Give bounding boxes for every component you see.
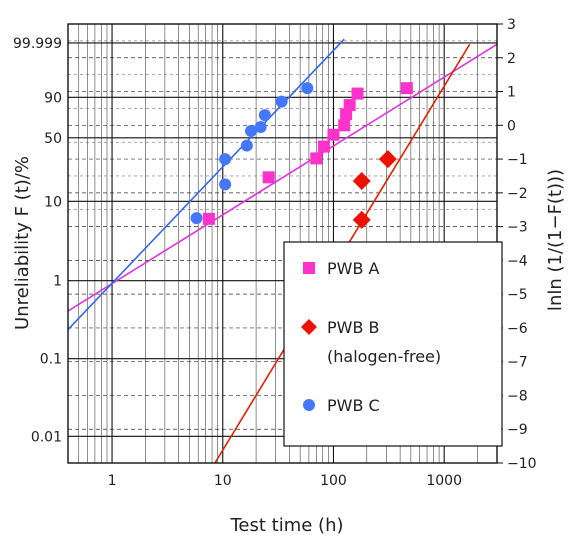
right-tick-label: −1 [507, 152, 528, 168]
left-tick-label: 50 [44, 131, 62, 147]
data-point-series-1 [352, 210, 371, 229]
right-tick-label: −5 [507, 287, 528, 303]
x-tick-label: 1000 [426, 473, 462, 489]
y-axis-title-right: lnln (1/(1−F(t))) [545, 169, 566, 311]
legend-label-pwb-b: PWB B [327, 318, 380, 337]
data-point-series-2 [219, 178, 232, 191]
data-point-series-2 [240, 139, 253, 152]
data-point-series-2 [275, 95, 288, 108]
y-axis-title-left: Unreliability F (t)/% [12, 156, 33, 330]
left-tick-label: 99.999 [13, 36, 62, 52]
x-tick-label: 100 [320, 473, 347, 489]
left-tick-label: 0.1 [40, 352, 62, 368]
data-points [190, 82, 413, 229]
data-point-series-0 [351, 87, 364, 100]
data-point-series-0 [338, 119, 351, 132]
data-point-series-0 [400, 82, 413, 95]
left-tick-label: 1 [53, 274, 62, 290]
right-tick-label: −3 [507, 220, 528, 236]
right-tick-label: 0 [507, 118, 516, 134]
data-point-series-1 [378, 150, 397, 169]
right-tick-labels: 3 2 1 0 −1 −2 −3 −4 −5 −6 −7 −8 −9 −10 [497, 17, 537, 472]
data-point-series-0 [262, 171, 275, 184]
data-point-series-1 [352, 172, 371, 191]
data-point-series-0 [310, 152, 323, 165]
data-point-series-2 [258, 109, 271, 122]
data-point-series-0 [202, 212, 215, 225]
data-point-series-2 [301, 82, 314, 95]
right-tick-label: −10 [507, 456, 537, 472]
fit-line-series-0 [67, 43, 498, 312]
x-tick-labels: 1 10 100 1000 [108, 473, 462, 489]
left-tick-label: 90 [44, 90, 62, 106]
data-point-series-2 [254, 120, 267, 133]
x-axis-title: Test time (h) [229, 515, 343, 536]
right-tick-label: −9 [507, 422, 528, 438]
data-point-series-0 [343, 99, 356, 112]
legend-box [283, 241, 503, 447]
fit-line-series-2 [67, 38, 345, 331]
legend-marker-pwb-b [301, 319, 317, 335]
data-point-series-0 [317, 140, 330, 153]
right-tick-label: −7 [507, 355, 528, 371]
right-tick-label: −8 [507, 388, 528, 404]
right-tick-label: −6 [507, 321, 528, 337]
legend-marker-pwb-c [303, 399, 315, 411]
right-tick-label: 2 [507, 51, 516, 67]
data-point-series-0 [340, 108, 353, 121]
data-point-series-2 [190, 212, 203, 225]
legend-label-pwb-a: PWB A [327, 259, 380, 278]
right-tick-label: 3 [507, 17, 516, 33]
data-point-series-2 [219, 153, 232, 166]
data-point-series-2 [245, 125, 258, 138]
x-tick-label: 1 [108, 473, 117, 489]
data-point-series-0 [327, 128, 340, 141]
left-tick-label: 0.01 [31, 429, 62, 445]
right-tick-label: −2 [507, 186, 528, 202]
legend: PWB A PWB B (halogen-free) PWB C [283, 241, 503, 447]
legend-sublabel-pwb-b: (halogen-free) [327, 347, 441, 366]
left-tick-label: 10 [44, 194, 62, 210]
right-tick-label: −4 [507, 253, 528, 269]
left-tick-labels: 99.999 90 50 10 1 0.1 0.01 [13, 36, 62, 445]
right-tick-label: 1 [507, 85, 516, 101]
legend-marker-pwb-a [303, 262, 315, 274]
legend-label-pwb-c: PWB C [327, 396, 380, 415]
x-tick-label: 10 [214, 473, 232, 489]
